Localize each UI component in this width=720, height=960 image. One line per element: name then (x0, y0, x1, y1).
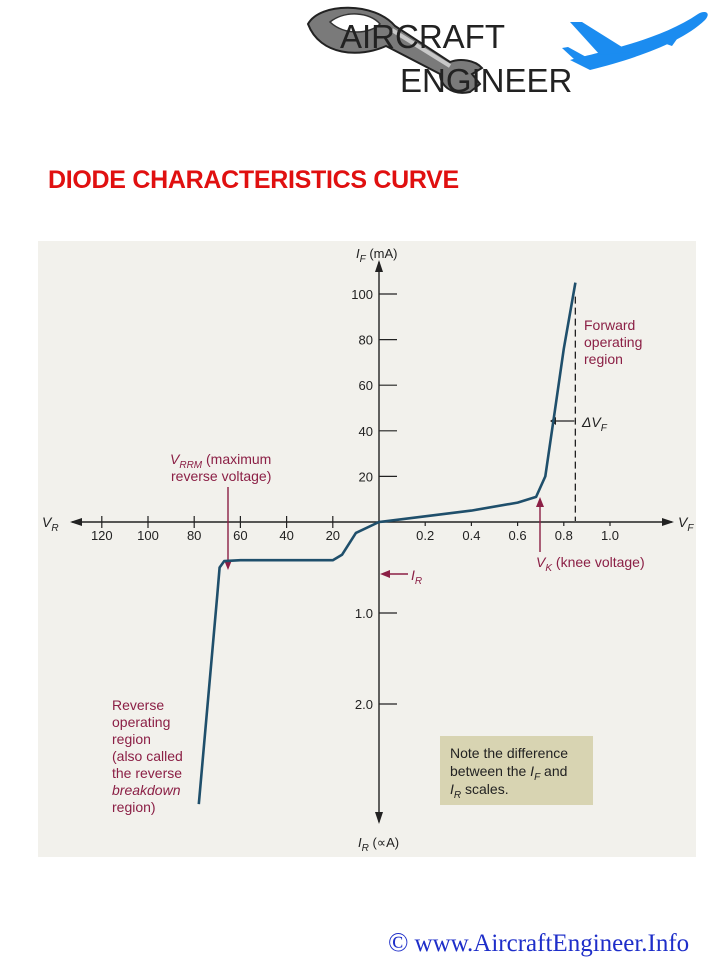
ir-arrow-head (380, 570, 390, 578)
forward-voltage-tick-label: 0.2 (416, 528, 434, 543)
y-axis-bottom-label: IR (∝A) (358, 835, 399, 854)
logo-line-2: ENGINEER (400, 62, 572, 99)
y-axis-arrow-top (375, 260, 383, 272)
airplane-icon (562, 12, 708, 70)
page-title: DIODE CHARACTERISTICS CURVE (48, 166, 459, 194)
x-axis-arrow-left (70, 518, 82, 526)
reverse-region-label: the reverse (112, 765, 182, 781)
reverse-curve (197, 520, 380, 805)
reverse-region-label: (also called (112, 748, 183, 764)
reverse-region-label: operating (112, 714, 170, 730)
reverse-region-label: Reverse (112, 697, 164, 713)
forward-current-tick-label: 20 (359, 469, 373, 484)
forward-current-tick-label: 100 (351, 287, 373, 302)
forward-current-tick-label: 80 (359, 333, 373, 348)
vk-arrow-head (536, 497, 544, 507)
footer-url: © www.AircraftEngineer.Info (388, 927, 689, 958)
wrench-icon (306, 6, 484, 94)
reverse-region-label: region (112, 731, 151, 747)
reverse-voltage-tick-label: 60 (233, 528, 247, 543)
forward-current-tick-label: 40 (359, 424, 373, 439)
reverse-voltage-tick-label: 40 (279, 528, 293, 543)
reverse-current-tick-label: 2.0 (355, 697, 373, 712)
x-axis-left-label: VR (42, 514, 59, 534)
forward-region-label: operating (584, 334, 642, 350)
copyright-symbol: © (388, 927, 409, 957)
reverse-voltage-tick-label: 120 (91, 528, 113, 543)
x-axis-arrow-right (662, 518, 674, 526)
reverse-voltage-tick-label: 80 (187, 528, 201, 543)
note-line3: IR scales. (450, 781, 509, 801)
reverse-region-label: region) (112, 799, 156, 815)
forward-voltage-tick-label: 1.0 (601, 528, 619, 543)
forward-region-label: Forward (584, 317, 635, 333)
vrrm-arrow-head (224, 560, 232, 570)
reverse-voltage-tick-label: 100 (137, 528, 159, 543)
vk-label: VK (knee voltage) (536, 554, 645, 574)
note-line1: Note the difference (450, 745, 568, 761)
vrrm-label: VRRM (maximum (170, 451, 271, 471)
ir-label: IR (411, 567, 422, 587)
forward-region-label: region (584, 351, 623, 367)
vrrm-label-line2: reverse voltage) (171, 468, 271, 484)
y-axis-top-label: IF (mA) (356, 246, 398, 265)
note-box (440, 736, 593, 805)
forward-current-tick-label: 60 (359, 378, 373, 393)
footer-url-text: www.AircraftEngineer.Info (414, 930, 690, 957)
reverse-voltage-tick-label: 20 (326, 528, 340, 543)
forward-voltage-tick-label: 0.4 (462, 528, 480, 543)
delta-vf-label: ΔVF (581, 414, 608, 434)
x-axis-right-label: VF (678, 514, 694, 534)
reverse-region-label: breakdown (112, 782, 181, 798)
forward-voltage-tick-label: 0.8 (555, 528, 573, 543)
site-logo: AIRCRAFT ENGINEER (306, 6, 708, 99)
forward-curve (378, 282, 577, 524)
reverse-current-tick-label: 1.0 (355, 606, 373, 621)
forward-voltage-tick-label: 0.6 (509, 528, 527, 543)
logo-line-1: AIRCRAFT (340, 18, 505, 55)
y-axis-arrow-bottom (375, 812, 383, 824)
